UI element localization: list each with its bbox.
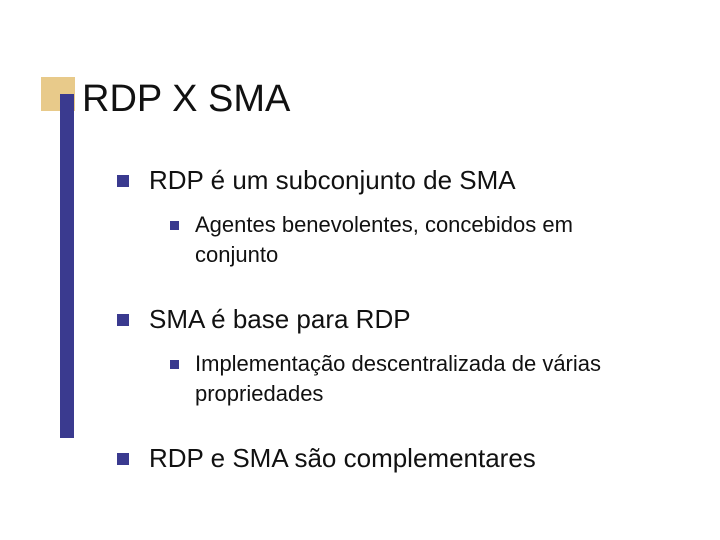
slide-title: RDP X SMA	[82, 78, 290, 121]
bullet-level2: Implementação descentralizada de várias …	[170, 349, 670, 408]
bullet-text: RDP é um subconjunto de SMA	[149, 163, 516, 198]
bullet-level2: Agentes benevolentes, concebidos em conj…	[170, 210, 640, 269]
slide: RDP X SMA RDP é um subconjunto de SMA Ag…	[0, 0, 720, 540]
bullet-level1: RDP é um subconjunto de SMA	[117, 163, 516, 198]
bullet-marker-icon	[117, 453, 129, 465]
bullet-text: RDP e SMA são complementares	[149, 441, 536, 476]
bullet-text: SMA é base para RDP	[149, 302, 411, 337]
bullet-marker-icon	[170, 221, 179, 230]
bullet-marker-icon	[117, 314, 129, 326]
accent-bar	[60, 94, 74, 438]
bullet-level1: RDP e SMA são complementares	[117, 441, 536, 476]
bullet-level1: SMA é base para RDP	[117, 302, 411, 337]
bullet-marker-icon	[117, 175, 129, 187]
bullet-text: Agentes benevolentes, concebidos em conj…	[195, 210, 640, 269]
bullet-marker-icon	[170, 360, 179, 369]
bullet-text: Implementação descentralizada de várias …	[195, 349, 670, 408]
